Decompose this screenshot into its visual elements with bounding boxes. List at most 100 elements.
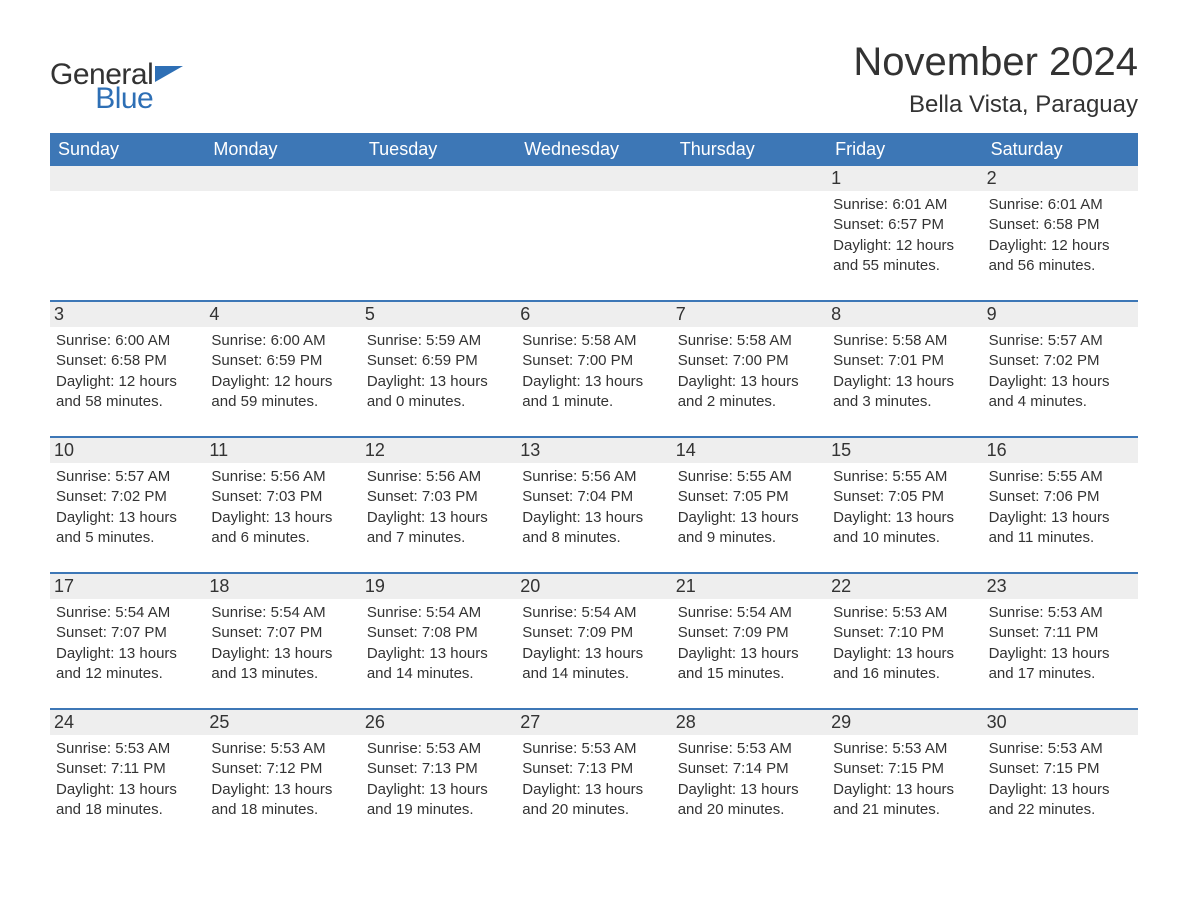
sunrise-line: Sunrise: 5:54 AM xyxy=(211,603,352,623)
day-cell: 17Sunrise: 5:54 AMSunset: 7:07 PMDayligh… xyxy=(50,574,205,690)
day-cell: 1Sunrise: 6:01 AMSunset: 6:57 PMDaylight… xyxy=(827,166,982,282)
daylight-line: Daylight: 13 hours xyxy=(678,508,819,528)
day-number: 29 xyxy=(827,710,982,735)
sunset-line: Sunset: 6:58 PM xyxy=(56,351,197,371)
day-number: 2 xyxy=(983,166,1138,191)
daylight-line: and 58 minutes. xyxy=(56,392,197,412)
daylight-line: Daylight: 12 hours xyxy=(56,372,197,392)
daylight-line: Daylight: 13 hours xyxy=(211,644,352,664)
day-number xyxy=(205,166,360,191)
sunset-line: Sunset: 7:08 PM xyxy=(367,623,508,643)
daylight-line: Daylight: 12 hours xyxy=(833,236,974,256)
day-number: 4 xyxy=(205,302,360,327)
daylight-line: Daylight: 13 hours xyxy=(678,372,819,392)
daylight-line: Daylight: 13 hours xyxy=(56,508,197,528)
day-cell: 21Sunrise: 5:54 AMSunset: 7:09 PMDayligh… xyxy=(672,574,827,690)
daylight-line: and 21 minutes. xyxy=(833,800,974,820)
day-number: 14 xyxy=(672,438,827,463)
day-cell xyxy=(516,166,671,282)
sunrise-line: Sunrise: 6:01 AM xyxy=(989,195,1130,215)
logo-flag-icon xyxy=(155,66,183,88)
daylight-line: Daylight: 13 hours xyxy=(367,780,508,800)
daylight-line: Daylight: 13 hours xyxy=(367,644,508,664)
sunrise-line: Sunrise: 5:56 AM xyxy=(211,467,352,487)
daylight-line: and 55 minutes. xyxy=(833,256,974,276)
day-cell: 2Sunrise: 6:01 AMSunset: 6:58 PMDaylight… xyxy=(983,166,1138,282)
day-number xyxy=(672,166,827,191)
sunrise-line: Sunrise: 5:58 AM xyxy=(678,331,819,351)
sunset-line: Sunset: 7:09 PM xyxy=(678,623,819,643)
logo: General Blue xyxy=(50,40,183,114)
weekday-header: Tuesday xyxy=(361,133,516,166)
day-number: 22 xyxy=(827,574,982,599)
week-row: 10Sunrise: 5:57 AMSunset: 7:02 PMDayligh… xyxy=(50,436,1138,554)
day-cell: 28Sunrise: 5:53 AMSunset: 7:14 PMDayligh… xyxy=(672,710,827,826)
day-cell: 9Sunrise: 5:57 AMSunset: 7:02 PMDaylight… xyxy=(983,302,1138,418)
sunset-line: Sunset: 7:04 PM xyxy=(522,487,663,507)
daylight-line: and 4 minutes. xyxy=(989,392,1130,412)
sunset-line: Sunset: 7:07 PM xyxy=(56,623,197,643)
daylight-line: Daylight: 13 hours xyxy=(833,780,974,800)
day-cell: 23Sunrise: 5:53 AMSunset: 7:11 PMDayligh… xyxy=(983,574,1138,690)
day-number: 18 xyxy=(205,574,360,599)
sunset-line: Sunset: 6:57 PM xyxy=(833,215,974,235)
sunset-line: Sunset: 7:02 PM xyxy=(989,351,1130,371)
week-row: 24Sunrise: 5:53 AMSunset: 7:11 PMDayligh… xyxy=(50,708,1138,826)
day-number: 7 xyxy=(672,302,827,327)
weekday-header: Saturday xyxy=(983,133,1138,166)
daylight-line: Daylight: 13 hours xyxy=(522,644,663,664)
daylight-line: and 10 minutes. xyxy=(833,528,974,548)
day-number: 16 xyxy=(983,438,1138,463)
sunrise-line: Sunrise: 5:54 AM xyxy=(56,603,197,623)
sunset-line: Sunset: 7:07 PM xyxy=(211,623,352,643)
page-title: November 2024 xyxy=(853,40,1138,85)
daylight-line: and 17 minutes. xyxy=(989,664,1130,684)
daylight-line: and 19 minutes. xyxy=(367,800,508,820)
sunrise-line: Sunrise: 5:53 AM xyxy=(678,739,819,759)
daylight-line: Daylight: 13 hours xyxy=(989,508,1130,528)
daylight-line: and 12 minutes. xyxy=(56,664,197,684)
sunrise-line: Sunrise: 5:53 AM xyxy=(211,739,352,759)
week-row: 17Sunrise: 5:54 AMSunset: 7:07 PMDayligh… xyxy=(50,572,1138,690)
daylight-line: Daylight: 13 hours xyxy=(522,508,663,528)
sunset-line: Sunset: 6:59 PM xyxy=(367,351,508,371)
day-number: 8 xyxy=(827,302,982,327)
sunrise-line: Sunrise: 5:55 AM xyxy=(989,467,1130,487)
day-number: 19 xyxy=(361,574,516,599)
sunset-line: Sunset: 7:05 PM xyxy=(678,487,819,507)
daylight-line: Daylight: 13 hours xyxy=(367,508,508,528)
sunrise-line: Sunrise: 6:00 AM xyxy=(56,331,197,351)
day-number: 10 xyxy=(50,438,205,463)
day-cell: 6Sunrise: 5:58 AMSunset: 7:00 PMDaylight… xyxy=(516,302,671,418)
weekday-header: Monday xyxy=(205,133,360,166)
day-cell: 22Sunrise: 5:53 AMSunset: 7:10 PMDayligh… xyxy=(827,574,982,690)
daylight-line: Daylight: 13 hours xyxy=(833,644,974,664)
daylight-line: Daylight: 13 hours xyxy=(56,644,197,664)
day-cell: 5Sunrise: 5:59 AMSunset: 6:59 PMDaylight… xyxy=(361,302,516,418)
sunset-line: Sunset: 7:01 PM xyxy=(833,351,974,371)
day-cell: 15Sunrise: 5:55 AMSunset: 7:05 PMDayligh… xyxy=(827,438,982,554)
day-cell: 30Sunrise: 5:53 AMSunset: 7:15 PMDayligh… xyxy=(983,710,1138,826)
daylight-line: and 11 minutes. xyxy=(989,528,1130,548)
weeks-container: 1Sunrise: 6:01 AMSunset: 6:57 PMDaylight… xyxy=(50,166,1138,826)
day-number: 24 xyxy=(50,710,205,735)
sunrise-line: Sunrise: 5:56 AM xyxy=(367,467,508,487)
day-cell: 25Sunrise: 5:53 AMSunset: 7:12 PMDayligh… xyxy=(205,710,360,826)
daylight-line: and 3 minutes. xyxy=(833,392,974,412)
sunrise-line: Sunrise: 5:53 AM xyxy=(833,603,974,623)
day-cell: 13Sunrise: 5:56 AMSunset: 7:04 PMDayligh… xyxy=(516,438,671,554)
sunrise-line: Sunrise: 5:58 AM xyxy=(833,331,974,351)
daylight-line: and 14 minutes. xyxy=(522,664,663,684)
sunrise-line: Sunrise: 5:58 AM xyxy=(522,331,663,351)
daylight-line: and 7 minutes. xyxy=(367,528,508,548)
day-cell: 20Sunrise: 5:54 AMSunset: 7:09 PMDayligh… xyxy=(516,574,671,690)
sunrise-line: Sunrise: 5:55 AM xyxy=(833,467,974,487)
day-number: 27 xyxy=(516,710,671,735)
daylight-line: and 16 minutes. xyxy=(833,664,974,684)
daylight-line: and 56 minutes. xyxy=(989,256,1130,276)
daylight-line: and 5 minutes. xyxy=(56,528,197,548)
sunrise-line: Sunrise: 5:53 AM xyxy=(989,739,1130,759)
sunrise-line: Sunrise: 5:53 AM xyxy=(56,739,197,759)
daylight-line: and 20 minutes. xyxy=(678,800,819,820)
sunrise-line: Sunrise: 6:00 AM xyxy=(211,331,352,351)
